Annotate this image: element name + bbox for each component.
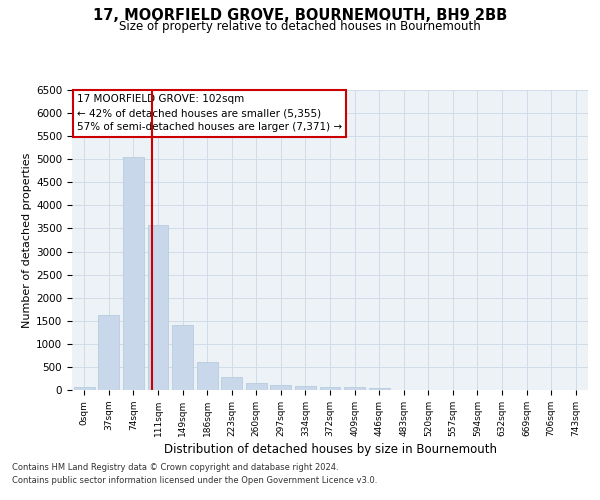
- Text: 17 MOORFIELD GROVE: 102sqm
← 42% of detached houses are smaller (5,355)
57% of s: 17 MOORFIELD GROVE: 102sqm ← 42% of deta…: [77, 94, 342, 132]
- Text: Contains public sector information licensed under the Open Government Licence v3: Contains public sector information licen…: [12, 476, 377, 485]
- Bar: [172, 325, 193, 390]
- Bar: [368, 388, 389, 390]
- Bar: [295, 386, 316, 390]
- Bar: [148, 225, 169, 390]
- Bar: [98, 315, 119, 390]
- Bar: [197, 362, 218, 390]
- Text: Distribution of detached houses by size in Bournemouth: Distribution of detached houses by size …: [163, 442, 497, 456]
- Text: Contains HM Land Registry data © Crown copyright and database right 2024.: Contains HM Land Registry data © Crown c…: [12, 464, 338, 472]
- Bar: [221, 376, 242, 390]
- Bar: [344, 388, 365, 390]
- Bar: [271, 385, 292, 390]
- Bar: [320, 387, 340, 390]
- Bar: [123, 157, 144, 390]
- Text: 17, MOORFIELD GROVE, BOURNEMOUTH, BH9 2BB: 17, MOORFIELD GROVE, BOURNEMOUTH, BH9 2B…: [93, 8, 507, 22]
- Bar: [74, 387, 95, 390]
- Text: Size of property relative to detached houses in Bournemouth: Size of property relative to detached ho…: [119, 20, 481, 33]
- Bar: [246, 383, 267, 390]
- Y-axis label: Number of detached properties: Number of detached properties: [22, 152, 32, 328]
